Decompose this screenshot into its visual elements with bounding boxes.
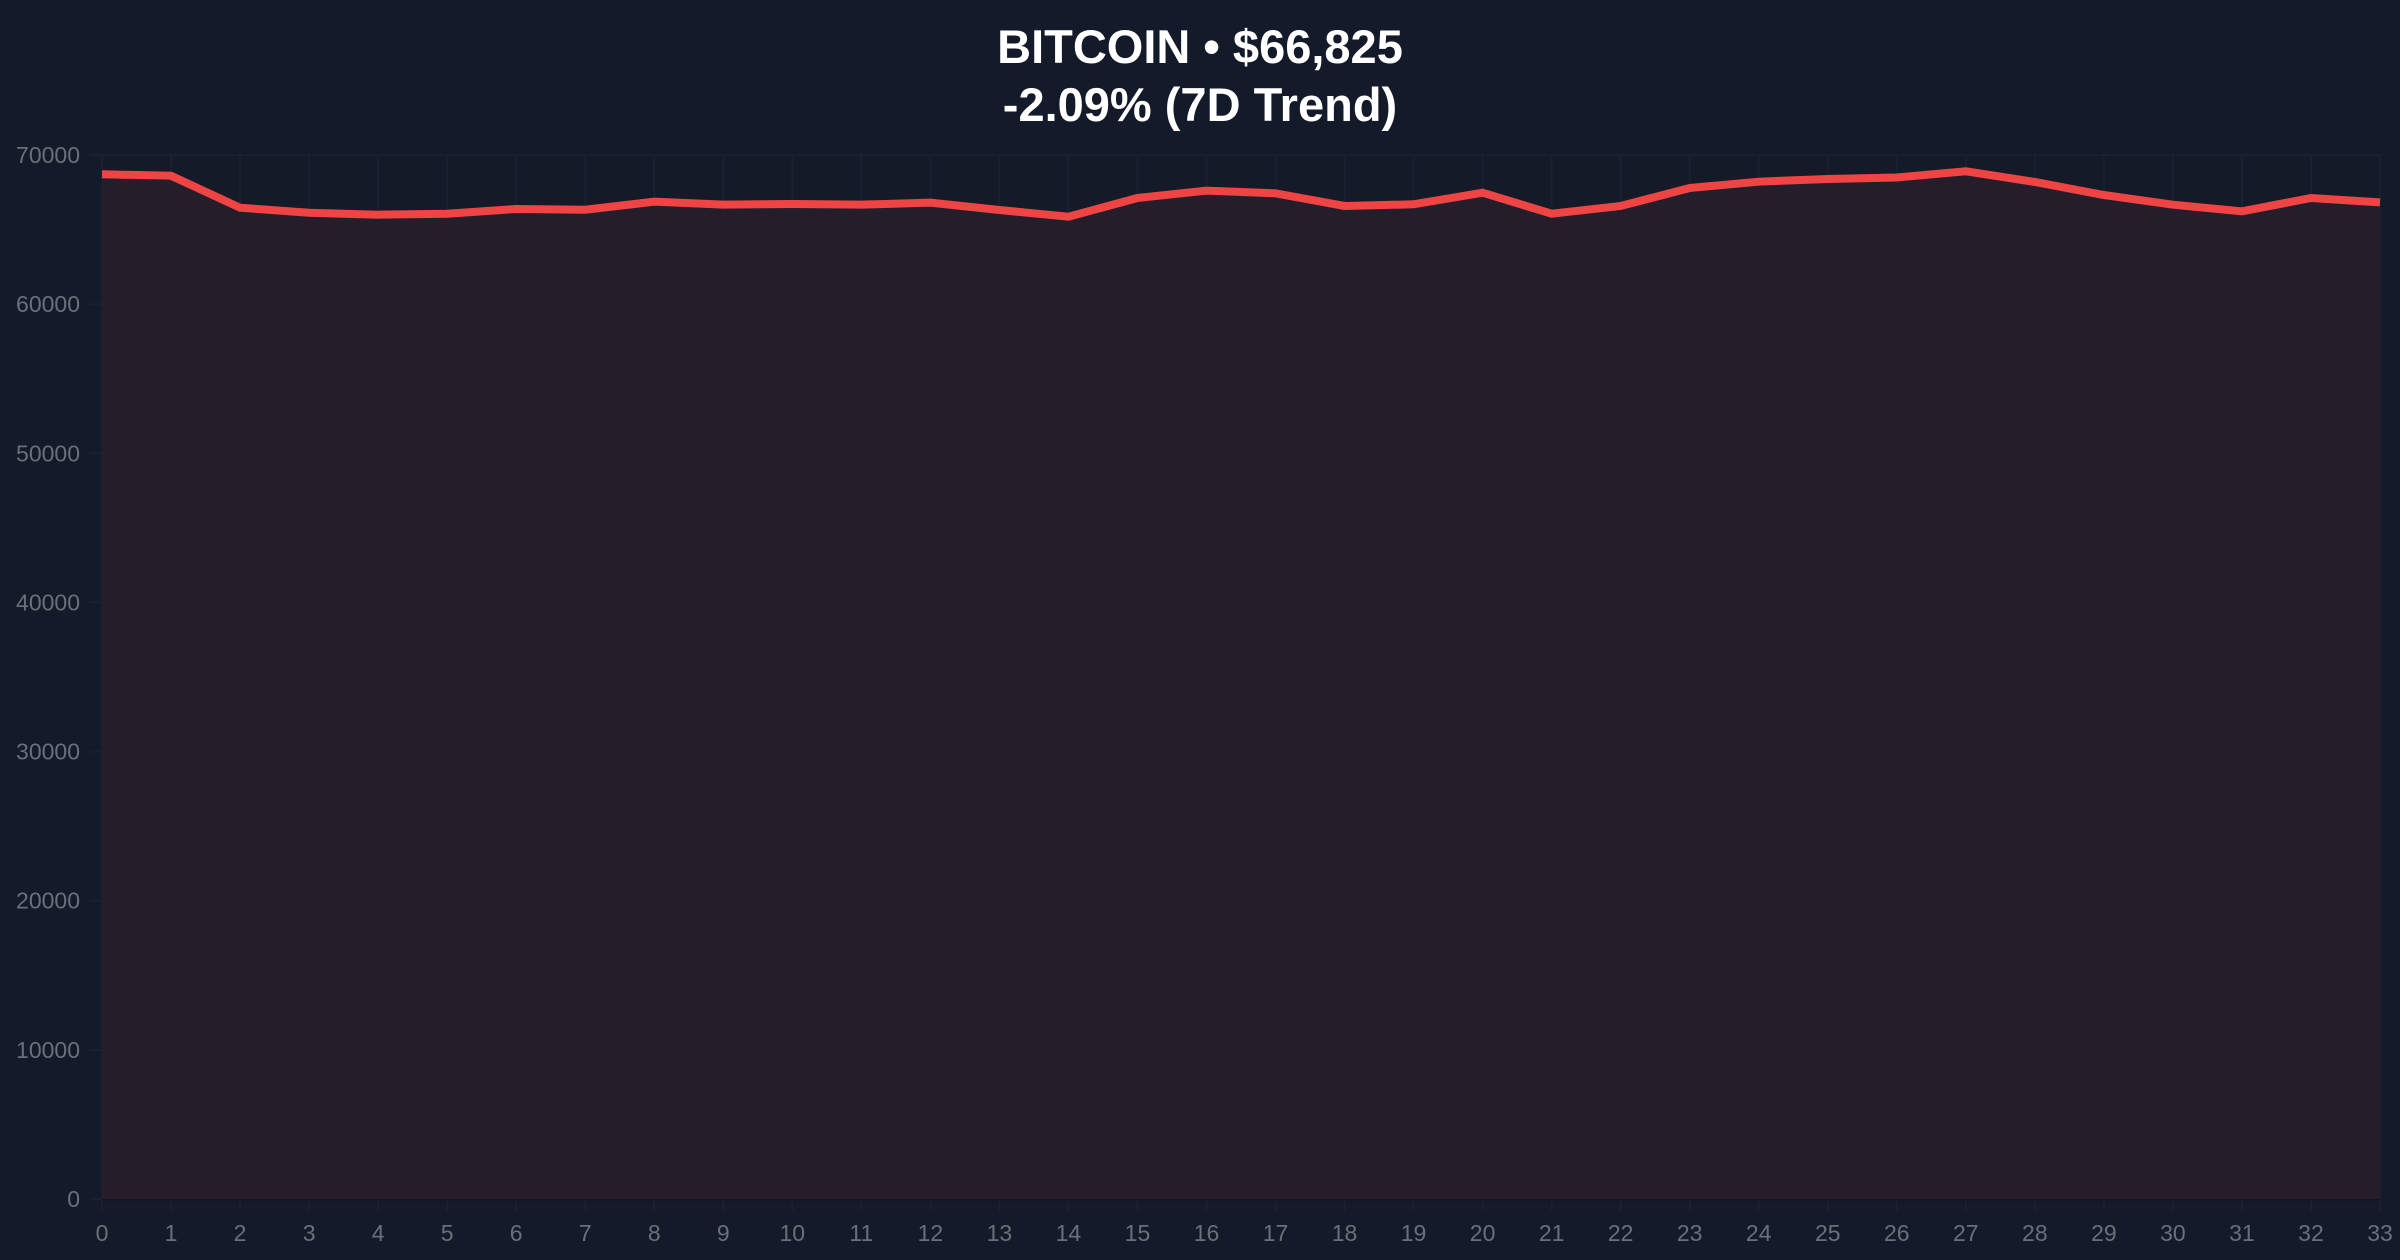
- x-axis: 0 1 2 3 4 5 6 7 8 9 10 11 12 13 14 15 16 17 18 19 20 21 22 23 24…: [96, 1220, 2393, 1246]
- x-tick-label: 8: [648, 1220, 661, 1246]
- x-tick-label: 1: [165, 1220, 178, 1246]
- y-axis: 0 10000 20000 30000 40000 50000 60000 70000: [16, 142, 80, 1212]
- x-tick-label: 26: [1884, 1220, 1910, 1246]
- x-tick-label: 29: [2091, 1220, 2117, 1246]
- x-tick-label: 22: [1608, 1220, 1634, 1246]
- x-tick-label: 30: [2160, 1220, 2186, 1246]
- x-tick-label: 28: [2022, 1220, 2048, 1246]
- x-tick-label: 19: [1401, 1220, 1427, 1246]
- y-tick-label: 60000: [16, 291, 80, 317]
- y-tick-label: 70000: [16, 142, 80, 168]
- chart-title-line1: BITCOIN • $66,825: [997, 20, 1403, 73]
- x-tick-label: 12: [918, 1220, 944, 1246]
- x-tick-label: 13: [987, 1220, 1013, 1246]
- x-tick-label: 3: [303, 1220, 316, 1246]
- x-tick-label: 7: [579, 1220, 592, 1246]
- y-tick-label: 50000: [16, 440, 80, 466]
- x-tick-label: 21: [1539, 1220, 1565, 1246]
- x-tick-label: 31: [2229, 1220, 2255, 1246]
- x-tick-label: 5: [441, 1220, 454, 1246]
- y-tick-label: 40000: [16, 589, 80, 615]
- chart-title: BITCOIN • $66,825 -2.09% (7D Trend): [0, 18, 2400, 134]
- x-tick-label: 24: [1746, 1220, 1772, 1246]
- x-tick-label: 9: [717, 1220, 730, 1246]
- x-tick-label: 33: [2367, 1220, 2393, 1246]
- y-tick-label: 30000: [16, 739, 80, 765]
- x-tick-label: 17: [1263, 1220, 1289, 1246]
- x-tick-label: 23: [1677, 1220, 1703, 1246]
- x-tick-label: 32: [2298, 1220, 2324, 1246]
- chart-subtitle-trend: -2.09% (7D Trend): [1002, 78, 1398, 131]
- x-tick-label: 4: [372, 1220, 385, 1246]
- x-tick-label: 2: [234, 1220, 247, 1246]
- x-tick-label: 16: [1194, 1220, 1220, 1246]
- y-tick-label: 10000: [16, 1037, 80, 1063]
- price-line: [101, 167, 2381, 221]
- x-tick-label: 25: [1815, 1220, 1841, 1246]
- x-tick-label: 6: [510, 1220, 523, 1246]
- x-tick-label: 10: [780, 1220, 806, 1246]
- price-area-fill: [102, 171, 2380, 1200]
- x-tick-label: 27: [1953, 1220, 1979, 1246]
- x-tick-label: 20: [1470, 1220, 1496, 1246]
- y-tick-label: 0: [67, 1186, 80, 1212]
- x-tick-label: 14: [1056, 1220, 1082, 1246]
- y-tick-label: 20000: [16, 888, 80, 914]
- x-tick-label: 0: [96, 1220, 109, 1246]
- x-tick-label: 15: [1125, 1220, 1151, 1246]
- x-tick-label: 18: [1332, 1220, 1358, 1246]
- x-tick-label: 11: [849, 1220, 873, 1246]
